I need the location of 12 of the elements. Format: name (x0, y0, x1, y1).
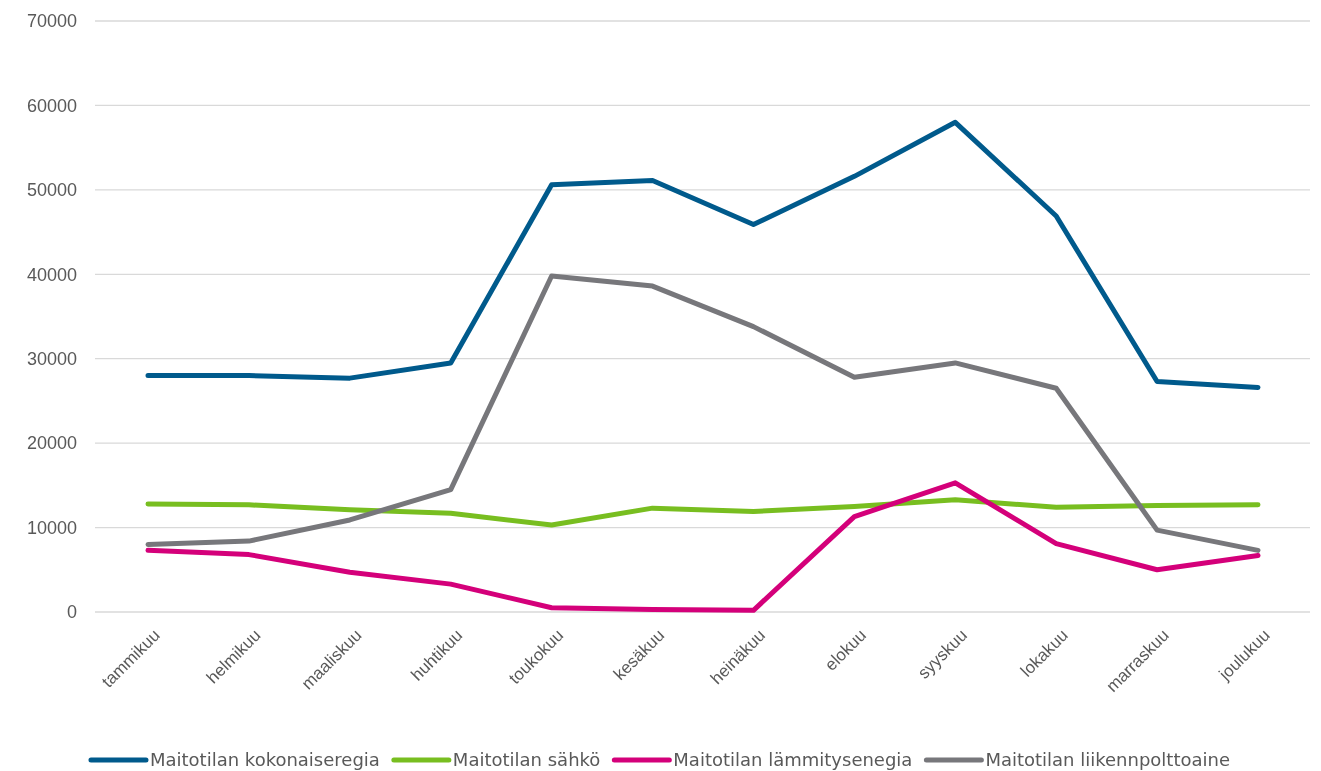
y-tick-label: 70000 (26, 11, 77, 32)
legend-label: Maitotilan liikennpolttoaine (985, 749, 1231, 771)
legend-label: Maitotilan lämmitysenegia (673, 749, 913, 771)
y-tick-label: 40000 (26, 264, 77, 285)
y-tick-label: 30000 (26, 348, 77, 369)
y-tick-label: 20000 (26, 433, 77, 454)
y-tick-label: 0 (66, 602, 77, 623)
y-tick-label: 10000 (26, 517, 77, 538)
legend-label: Maitotilan kokonaiseregia (149, 749, 380, 771)
legend-label: Maitotilan sähkö (452, 749, 601, 771)
y-tick-label: 50000 (26, 180, 77, 201)
y-tick-label: 60000 (26, 95, 77, 116)
